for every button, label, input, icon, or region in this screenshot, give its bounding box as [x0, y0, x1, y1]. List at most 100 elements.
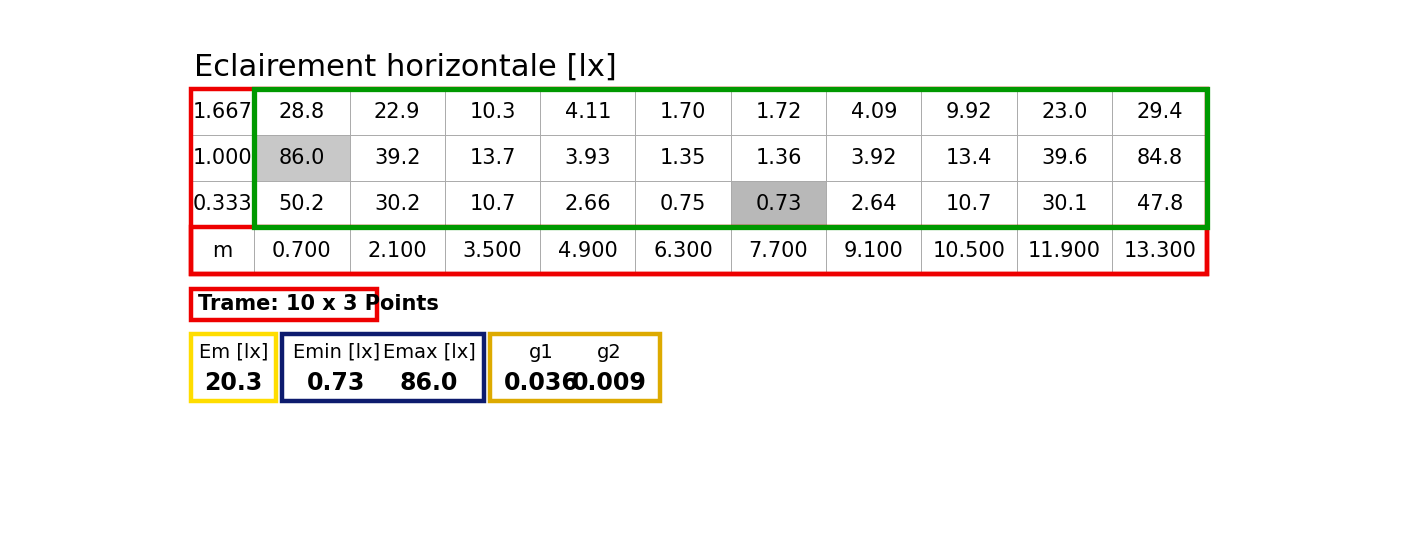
- Text: 1.72: 1.72: [755, 102, 801, 122]
- Text: 10.500: 10.500: [933, 241, 1006, 260]
- Text: 23.0: 23.0: [1041, 102, 1087, 122]
- Text: Emax [lx]: Emax [lx]: [382, 342, 475, 362]
- Text: 9.92: 9.92: [946, 102, 992, 122]
- Bar: [827, 227, 922, 273]
- Bar: [541, 181, 636, 227]
- Text: 39.6: 39.6: [1041, 148, 1087, 168]
- Text: Trame: 10 x 3 Points: Trame: 10 x 3 Points: [199, 294, 440, 315]
- Text: 3.92: 3.92: [850, 148, 897, 168]
- Text: 6.300: 6.300: [653, 241, 713, 260]
- Text: 86.0: 86.0: [279, 148, 325, 168]
- Bar: [349, 227, 446, 273]
- Text: 30.1: 30.1: [1041, 195, 1087, 214]
- Bar: [446, 89, 541, 135]
- Text: 11.900: 11.900: [1028, 241, 1101, 260]
- Text: 86.0: 86.0: [399, 370, 458, 395]
- Bar: [254, 89, 349, 135]
- Text: g2: g2: [597, 342, 622, 362]
- Text: 13.300: 13.300: [1124, 241, 1196, 260]
- Bar: [636, 181, 731, 227]
- Text: 0.036: 0.036: [503, 370, 579, 395]
- Bar: [191, 89, 1208, 273]
- Bar: [282, 334, 483, 402]
- Bar: [446, 135, 541, 181]
- Bar: [731, 227, 827, 273]
- Text: 0.75: 0.75: [660, 195, 706, 214]
- Bar: [191, 227, 1208, 273]
- Bar: [254, 181, 349, 227]
- Text: 2.66: 2.66: [565, 195, 611, 214]
- Text: 1.36: 1.36: [755, 148, 801, 168]
- Bar: [1112, 135, 1208, 181]
- Text: 9.100: 9.100: [843, 241, 904, 260]
- Text: 50.2: 50.2: [279, 195, 325, 214]
- Text: 1.667: 1.667: [192, 102, 252, 122]
- Bar: [827, 181, 922, 227]
- Bar: [490, 334, 660, 402]
- Bar: [191, 227, 254, 273]
- Bar: [1017, 227, 1112, 273]
- Bar: [1112, 181, 1208, 227]
- Text: 0.73: 0.73: [755, 195, 801, 214]
- Bar: [827, 89, 922, 135]
- Bar: [191, 89, 254, 135]
- Bar: [1017, 89, 1112, 135]
- Bar: [446, 181, 541, 227]
- Bar: [922, 181, 1017, 227]
- Bar: [1112, 227, 1208, 273]
- Text: Em [lx]: Em [lx]: [199, 342, 268, 362]
- Bar: [191, 289, 377, 320]
- Text: 84.8: 84.8: [1136, 148, 1182, 168]
- Text: Eclairement horizontale [lx]: Eclairement horizontale [lx]: [193, 53, 616, 82]
- Bar: [541, 89, 636, 135]
- Text: 10.7: 10.7: [946, 195, 992, 214]
- Bar: [541, 135, 636, 181]
- Bar: [731, 181, 827, 227]
- Text: 10.3: 10.3: [469, 102, 516, 122]
- Bar: [254, 227, 349, 273]
- Text: 22.9: 22.9: [374, 102, 420, 122]
- Bar: [922, 89, 1017, 135]
- Text: 1.000: 1.000: [192, 148, 252, 168]
- Text: 3.500: 3.500: [462, 241, 523, 260]
- Text: 13.4: 13.4: [946, 148, 992, 168]
- Text: 0.333: 0.333: [192, 195, 252, 214]
- Bar: [446, 227, 541, 273]
- Bar: [731, 135, 827, 181]
- Text: 39.2: 39.2: [374, 148, 420, 168]
- Bar: [636, 227, 731, 273]
- Bar: [349, 181, 446, 227]
- Text: 7.700: 7.700: [748, 241, 808, 260]
- Bar: [254, 135, 349, 181]
- Bar: [349, 89, 446, 135]
- Text: 0.009: 0.009: [572, 370, 647, 395]
- Text: 29.4: 29.4: [1136, 102, 1182, 122]
- Bar: [922, 227, 1017, 273]
- Bar: [1017, 181, 1112, 227]
- Text: 2.64: 2.64: [850, 195, 897, 214]
- Bar: [636, 89, 731, 135]
- Text: 1.35: 1.35: [660, 148, 706, 168]
- Text: 0.700: 0.700: [272, 241, 332, 260]
- Bar: [1017, 135, 1112, 181]
- Text: 4.900: 4.900: [558, 241, 618, 260]
- Text: 20.3: 20.3: [205, 370, 262, 395]
- Bar: [254, 89, 1208, 227]
- Text: 47.8: 47.8: [1136, 195, 1182, 214]
- Text: m: m: [213, 241, 233, 260]
- Text: 4.11: 4.11: [565, 102, 611, 122]
- Text: 4.09: 4.09: [850, 102, 897, 122]
- Bar: [636, 135, 731, 181]
- Bar: [191, 334, 276, 402]
- Bar: [827, 135, 922, 181]
- Text: 30.2: 30.2: [374, 195, 420, 214]
- Bar: [541, 227, 636, 273]
- Text: 3.93: 3.93: [565, 148, 611, 168]
- Text: 10.7: 10.7: [469, 195, 516, 214]
- Text: 13.7: 13.7: [469, 148, 516, 168]
- Text: 2.100: 2.100: [367, 241, 427, 260]
- Bar: [922, 135, 1017, 181]
- Bar: [1112, 89, 1208, 135]
- Bar: [191, 135, 254, 181]
- Bar: [191, 181, 254, 227]
